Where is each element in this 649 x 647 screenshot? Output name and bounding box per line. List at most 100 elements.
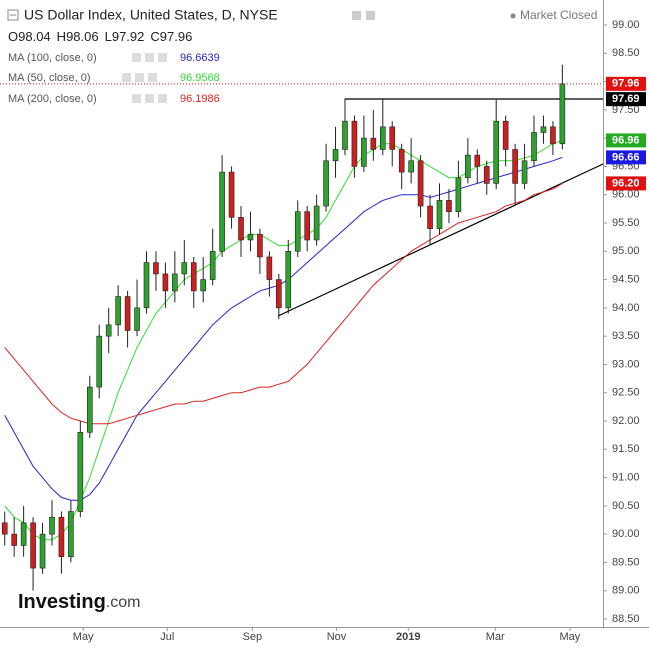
candle-body xyxy=(465,154,471,179)
watermark-suffix: .com xyxy=(106,594,141,611)
ohlc: O98.04 H98.06 L97.92 C97.96 xyxy=(8,29,192,44)
candle-body xyxy=(540,126,547,133)
legend-icon xyxy=(135,73,144,82)
y-tick-label: 93.50 xyxy=(612,330,640,342)
y-tick-label: 94.50 xyxy=(612,273,640,285)
legend-icon xyxy=(132,53,141,62)
y-tick-label: 95.50 xyxy=(612,217,640,229)
legend-icon xyxy=(158,53,167,62)
settings-icon[interactable] xyxy=(352,11,361,20)
candle-body xyxy=(153,262,159,275)
candle-body xyxy=(238,217,244,241)
candle-body xyxy=(483,166,490,184)
candle-body xyxy=(58,516,65,558)
x-tick-label: May xyxy=(73,631,94,643)
ohlc-key: H xyxy=(57,29,66,44)
candle-body xyxy=(124,296,131,331)
ohlc-key: C xyxy=(150,29,159,44)
candle-body xyxy=(257,234,263,258)
legend-value: 96.6639 xyxy=(180,52,220,64)
legend-icon xyxy=(158,94,167,103)
ohlc-value: 97.92 xyxy=(112,29,145,44)
price-label: 97.69 xyxy=(612,93,640,105)
price-label-box xyxy=(606,76,646,91)
watermark: Investing.com xyxy=(18,591,140,613)
y-tick-label: 96.00 xyxy=(612,189,640,201)
candle-body xyxy=(39,533,46,569)
legend-name: MA (200, close, 0) xyxy=(8,93,97,105)
candle-body xyxy=(446,200,452,212)
settings-icon[interactable] xyxy=(366,11,375,20)
candle-body xyxy=(294,211,301,252)
y-tick-label: 91.00 xyxy=(612,471,640,483)
y-tick-label: 90.00 xyxy=(612,528,640,540)
candle-body xyxy=(105,324,112,337)
candle-body xyxy=(49,516,55,535)
candle-body xyxy=(1,522,8,535)
x-tick-label: Sep xyxy=(243,631,263,643)
ohlc-value: 98.04 xyxy=(18,29,51,44)
price-label: 96.66 xyxy=(612,151,640,163)
candle-body xyxy=(427,205,433,229)
candle-body xyxy=(342,120,348,150)
candle-body xyxy=(247,234,254,241)
price-label-box xyxy=(606,176,646,191)
chart-title: US Dollar Index, United States, D, NYSE xyxy=(24,7,278,23)
y-tick-label: 97.50 xyxy=(612,104,640,116)
candle-body xyxy=(493,120,499,184)
price-label-box xyxy=(606,133,646,148)
y-tick-label: 92.00 xyxy=(612,415,640,427)
ma-line xyxy=(4,156,563,501)
y-tick-label: 93.00 xyxy=(612,358,640,370)
candle-body xyxy=(68,511,74,558)
collapse-icon[interactable] xyxy=(7,9,19,21)
legend-name: MA (50, close, 0) xyxy=(8,72,91,84)
support-trendline xyxy=(277,163,604,317)
legend-icon xyxy=(132,94,141,103)
candle-body xyxy=(209,250,216,280)
y-tick-label: 89.50 xyxy=(612,556,640,568)
y-tick-label: 99.00 xyxy=(612,19,640,31)
y-tick-label: 89.00 xyxy=(612,585,640,597)
candle-body xyxy=(502,120,509,150)
candle-body xyxy=(162,273,169,292)
ma-line xyxy=(4,182,563,425)
candle-body xyxy=(181,262,188,275)
candle-body xyxy=(559,83,566,145)
candle-body xyxy=(276,279,282,309)
candle-body xyxy=(266,256,273,280)
candle-body xyxy=(172,273,178,292)
price-label-box xyxy=(606,92,646,107)
candle-body xyxy=(398,149,405,173)
price-label-box xyxy=(606,150,646,165)
candle-body xyxy=(86,386,93,433)
candle-body xyxy=(143,262,150,309)
watermark-brand: Investing xyxy=(18,591,106,613)
legend-icon xyxy=(122,73,131,82)
x-tick-label: May xyxy=(560,631,581,643)
x-tick-label: Jul xyxy=(160,631,174,643)
candle-body xyxy=(134,307,140,331)
price-label: 96.96 xyxy=(612,134,640,146)
candle-body xyxy=(351,120,358,167)
legend-value: 96.1986 xyxy=(180,93,220,105)
candle-body xyxy=(285,250,292,309)
candle-body xyxy=(11,533,17,546)
candle-body xyxy=(531,132,537,162)
legend-value: 96.9568 xyxy=(180,72,220,84)
ohlc-value: 97.96 xyxy=(160,29,193,44)
y-tick-label: 94.00 xyxy=(612,302,640,314)
candle-body xyxy=(115,296,121,326)
candle-body xyxy=(550,126,556,145)
y-tick-label: 98.50 xyxy=(612,47,640,59)
candle-body xyxy=(521,160,528,184)
legend-icon xyxy=(148,73,157,82)
candle-body xyxy=(408,160,414,173)
y-tick-label: 95.00 xyxy=(612,245,640,257)
candle-body xyxy=(436,200,443,229)
price-label: 96.20 xyxy=(612,177,640,189)
candle-body xyxy=(332,149,339,162)
ohlc-key: L xyxy=(105,29,112,44)
